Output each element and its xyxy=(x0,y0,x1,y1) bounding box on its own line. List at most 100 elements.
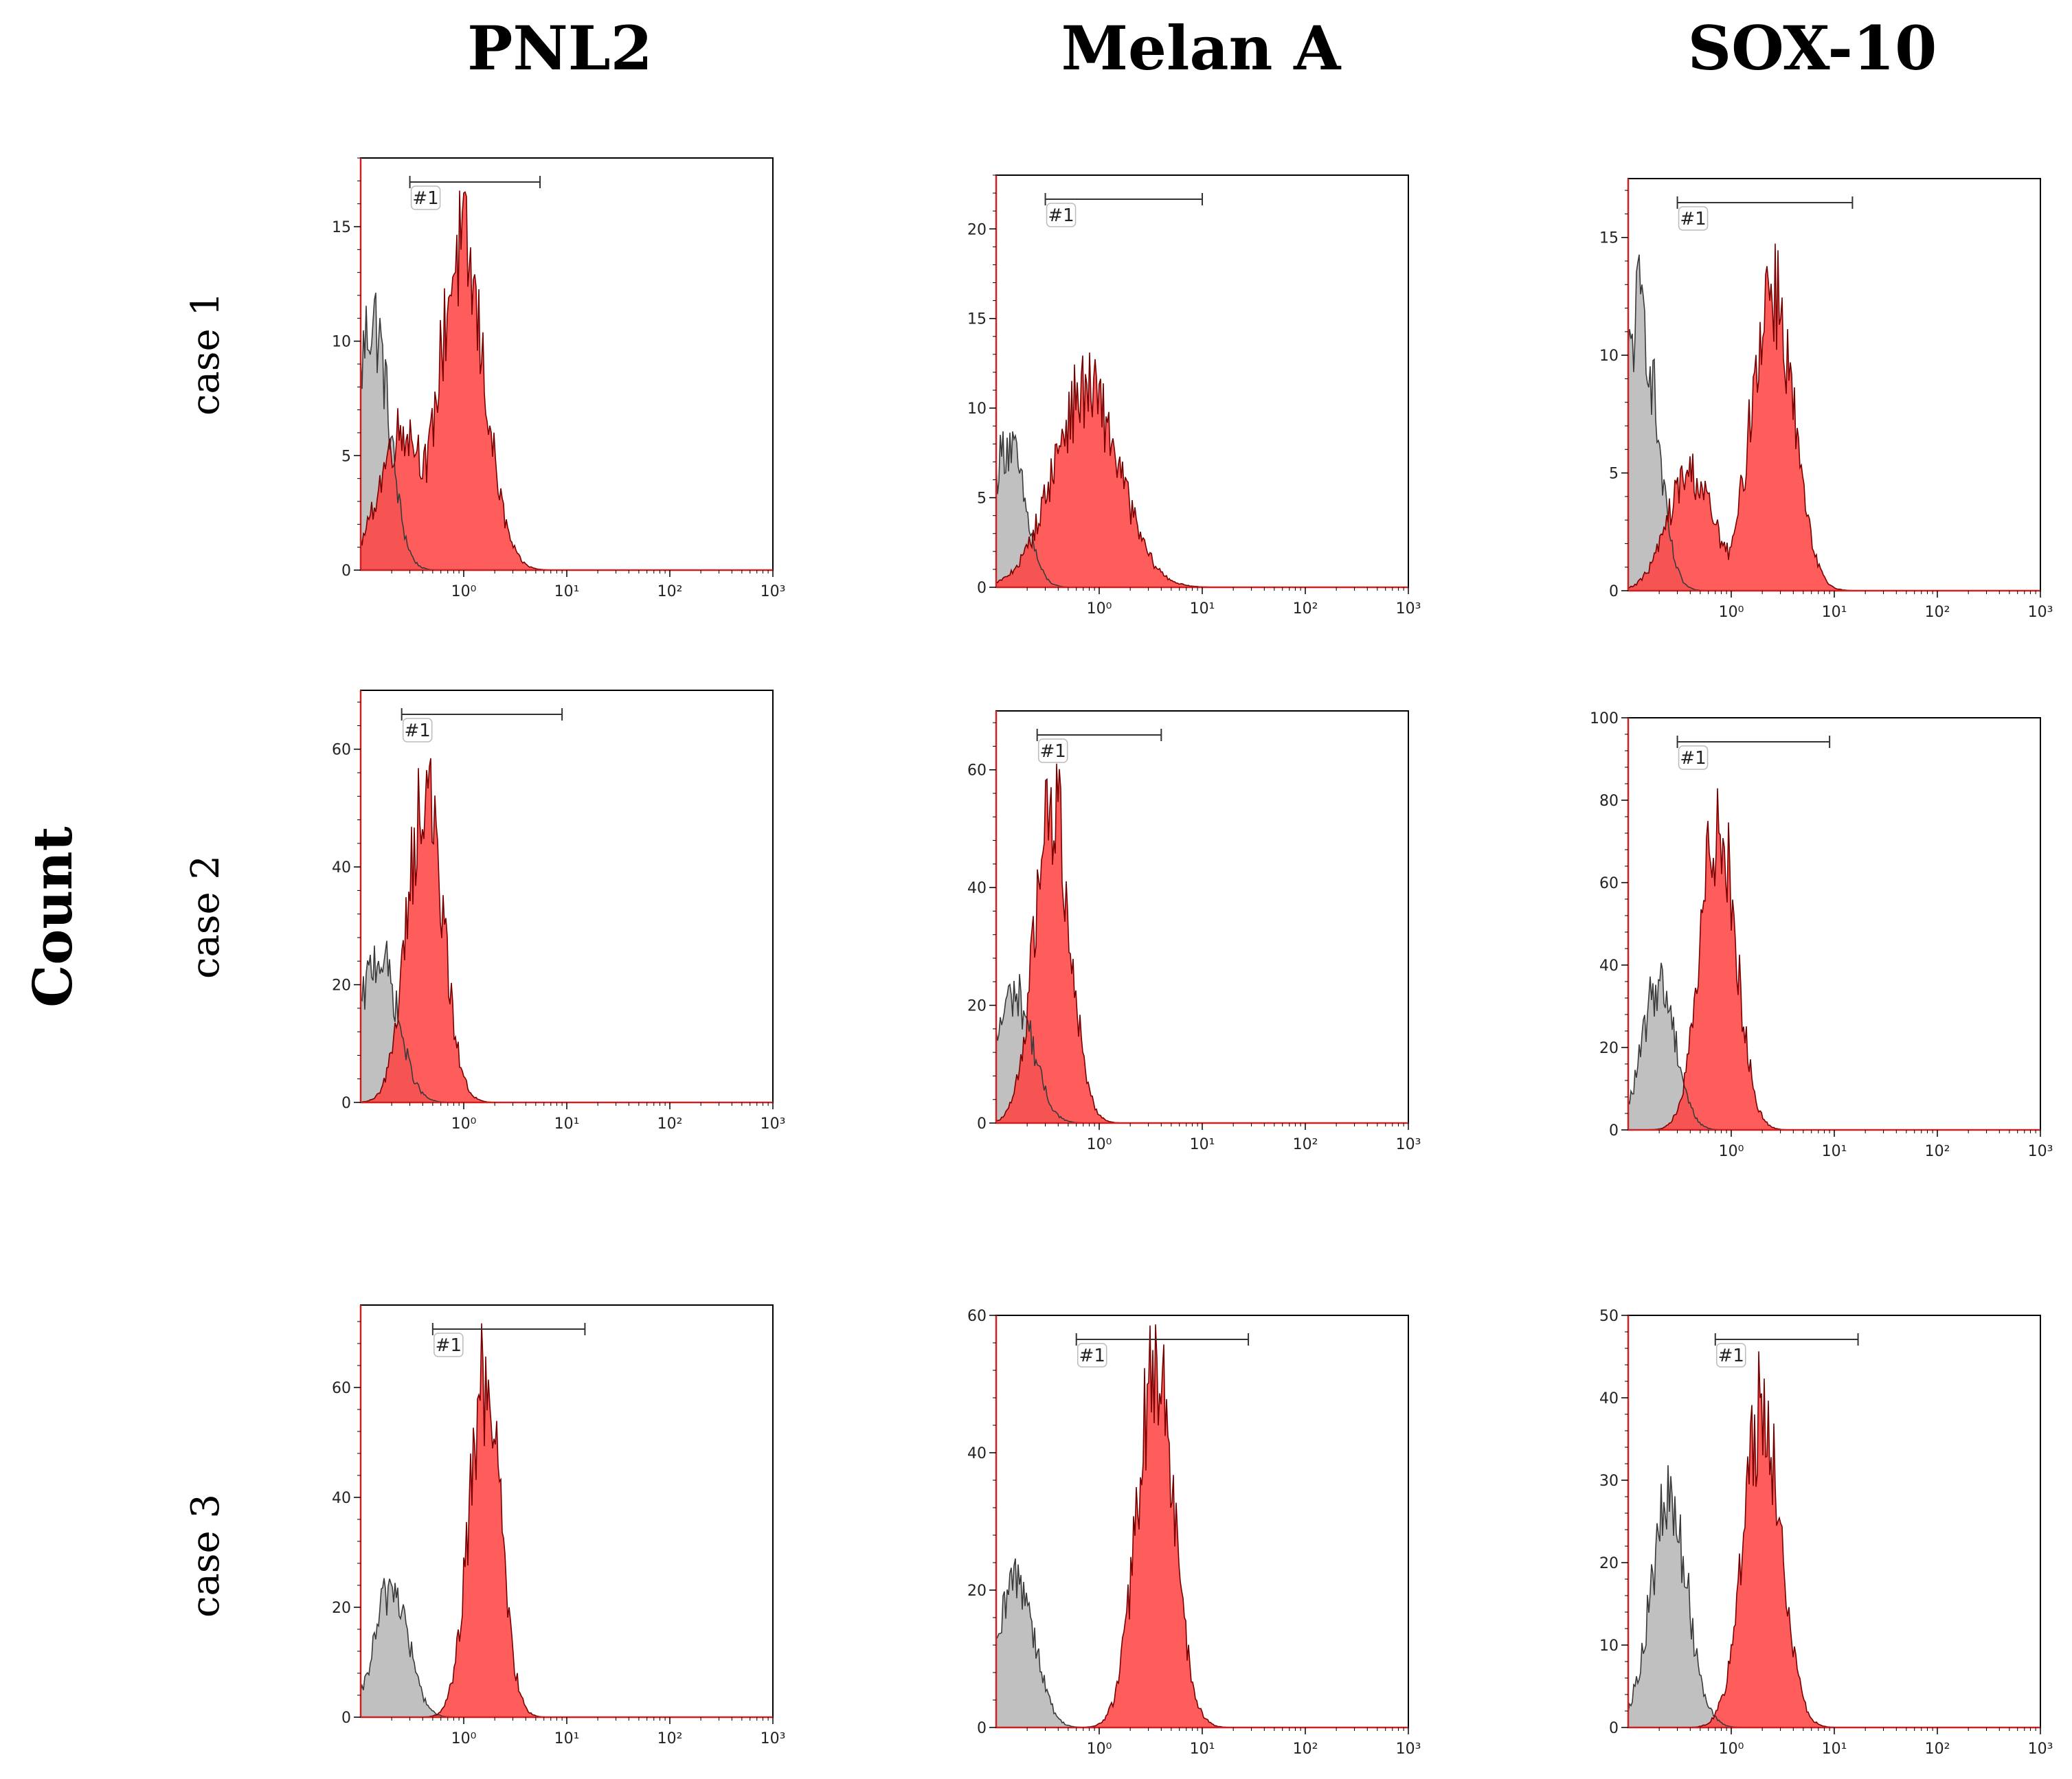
y-tick-label: 20 xyxy=(1599,1555,1619,1572)
control-histogram-area xyxy=(1628,1465,2040,1727)
x-tick-label: 10⁰ xyxy=(1087,600,1112,617)
x-tick-label: 10³ xyxy=(1396,1136,1421,1153)
y-tick-label: 0 xyxy=(341,1095,351,1112)
x-tick-label: 10² xyxy=(1925,1741,1950,1758)
histogram-case3-sox-10: 10⁰ 10¹ 10² 10³ 0 10 20 30 40 50 #1 xyxy=(1599,1308,2053,1758)
x-tick-label: 10¹ xyxy=(1190,1741,1215,1758)
column-title-sox-10: SOX-10 xyxy=(1687,12,1937,84)
y-tick-label: 15 xyxy=(332,219,351,236)
y-tick-label: 40 xyxy=(967,880,987,897)
row-label-case-1: case 1 xyxy=(183,291,228,416)
y-tick-label: 10 xyxy=(967,400,987,418)
control-histogram-area xyxy=(996,1559,1408,1727)
y-tick-label: 20 xyxy=(967,998,987,1015)
x-tick-label: 10¹ xyxy=(1822,1741,1847,1758)
gate-label: #1 xyxy=(1040,741,1066,762)
x-tick-label: 10⁰ xyxy=(451,1115,477,1133)
y-tick-label: 0 xyxy=(1609,1122,1619,1140)
plot-frame xyxy=(360,1304,774,1718)
x-tick-label: 10³ xyxy=(1396,1741,1421,1758)
x-tick-label: 10⁰ xyxy=(1719,1143,1744,1160)
stained-histogram-area xyxy=(1628,788,2040,1130)
gate-label-box xyxy=(410,185,441,210)
y-tick-label: 30 xyxy=(1599,1473,1619,1490)
column-title-pnl2: PNL2 xyxy=(467,12,653,84)
gate-label-box xyxy=(1037,738,1068,763)
y-tick-label: 40 xyxy=(332,1490,351,1507)
x-tick-label: 10¹ xyxy=(1190,1136,1215,1153)
y-tick-label: 60 xyxy=(967,762,987,780)
gate-label-box xyxy=(1046,203,1077,227)
x-tick-label: 10³ xyxy=(2028,1143,2053,1160)
stained-histogram-area xyxy=(361,1323,773,1717)
y-tick-label: 50 xyxy=(1599,1308,1619,1325)
x-tick-label: 10¹ xyxy=(554,1115,580,1133)
gate-label: #1 xyxy=(412,188,438,209)
x-tick-label: 10⁰ xyxy=(1719,1741,1744,1758)
stained-histogram-area xyxy=(1628,243,2040,591)
x-tick-label: 10² xyxy=(1293,1136,1318,1153)
y-tick-label: 20 xyxy=(332,977,351,995)
y-tick-label: 40 xyxy=(1599,958,1619,975)
gate-label-box xyxy=(1678,745,1709,770)
histogram-case3-pnl2: 10⁰ 10¹ 10² 10³ 0 20 40 60 #1 xyxy=(332,1304,785,1747)
x-tick-label: 10¹ xyxy=(554,1730,580,1747)
gate-label: #1 xyxy=(1680,748,1706,769)
y-tick-label: 40 xyxy=(1599,1390,1619,1407)
control-histogram-area xyxy=(361,1578,773,1717)
x-tick-label: 10⁰ xyxy=(451,1730,477,1747)
x-tick-label: 10² xyxy=(657,583,683,600)
x-tick-label: 10² xyxy=(657,1730,683,1747)
y-tick-label: 20 xyxy=(1599,1040,1619,1057)
y-tick-label: 60 xyxy=(967,1308,987,1325)
y-tick-label: 40 xyxy=(332,859,351,876)
gate-label: #1 xyxy=(1718,1346,1744,1366)
x-tick-label: 10³ xyxy=(761,1115,786,1133)
stained-histogram-area xyxy=(996,763,1408,1123)
x-tick-label: 10³ xyxy=(2028,604,2053,621)
histogram-case2-pnl2: 10⁰ 10¹ 10² 10³ 0 20 40 60 #1 xyxy=(332,690,786,1133)
histogram-case1-melan-a: 10⁰ 10¹ 10² 10³ 0 5 10 15 20 #1 xyxy=(967,174,1421,617)
y-tick-label: 20 xyxy=(967,221,987,238)
gate-label: #1 xyxy=(1048,205,1074,226)
plot-frame xyxy=(995,1315,1409,1728)
x-tick-label: 10² xyxy=(1293,1741,1318,1758)
y-tick-label: 0 xyxy=(977,1115,987,1133)
x-tick-label: 10⁰ xyxy=(1087,1741,1112,1758)
y-tick-label: 40 xyxy=(967,1445,987,1462)
y-tick-label: 20 xyxy=(332,1600,351,1617)
histogram-case1-sox-10: 10⁰ 10¹ 10² 10³ 0 5 10 15 #1 xyxy=(1599,178,2053,621)
x-tick-label: 10² xyxy=(1925,1143,1950,1160)
x-tick-label: 10⁰ xyxy=(1719,604,1744,621)
gate-label: #1 xyxy=(1680,209,1706,229)
y-tick-label: 0 xyxy=(341,563,351,580)
y-tick-label: 10 xyxy=(1599,348,1619,365)
y-axis-title: Count xyxy=(22,826,85,1008)
column-title-melan-a: Melan A xyxy=(1061,12,1341,84)
y-tick-label: 0 xyxy=(977,580,987,597)
x-tick-label: 10² xyxy=(1293,600,1318,617)
gate-label-box xyxy=(1077,1343,1107,1368)
y-tick-label: 15 xyxy=(1599,230,1619,247)
x-tick-label: 10² xyxy=(657,1115,683,1133)
control-histogram-area xyxy=(1628,962,2040,1130)
y-tick-label: 60 xyxy=(332,1380,351,1397)
y-tick-label: 10 xyxy=(1599,1638,1619,1655)
y-tick-label: 0 xyxy=(341,1710,351,1727)
x-tick-label: 10³ xyxy=(761,583,786,600)
gate-label: #1 xyxy=(405,721,431,741)
gate-label: #1 xyxy=(1079,1346,1105,1366)
y-tick-label: 5 xyxy=(341,448,351,465)
gate-label-box xyxy=(1716,1343,1746,1368)
y-tick-label: 10 xyxy=(332,334,351,351)
stained-histogram-area xyxy=(361,190,773,570)
y-tick-label: 15 xyxy=(967,311,987,328)
y-tick-label: 5 xyxy=(977,490,987,508)
x-tick-label: 10¹ xyxy=(1822,1143,1847,1160)
row-label-case-2: case 2 xyxy=(183,854,228,979)
x-tick-label: 10¹ xyxy=(554,583,580,600)
histogram-case2-melan-a: 10⁰ 10¹ 10² 10³ 0 20 40 60 #1 xyxy=(967,710,1421,1153)
gate-label-box xyxy=(1678,206,1709,231)
x-tick-label: 10³ xyxy=(1396,600,1421,617)
x-tick-label: 10² xyxy=(1925,604,1950,621)
